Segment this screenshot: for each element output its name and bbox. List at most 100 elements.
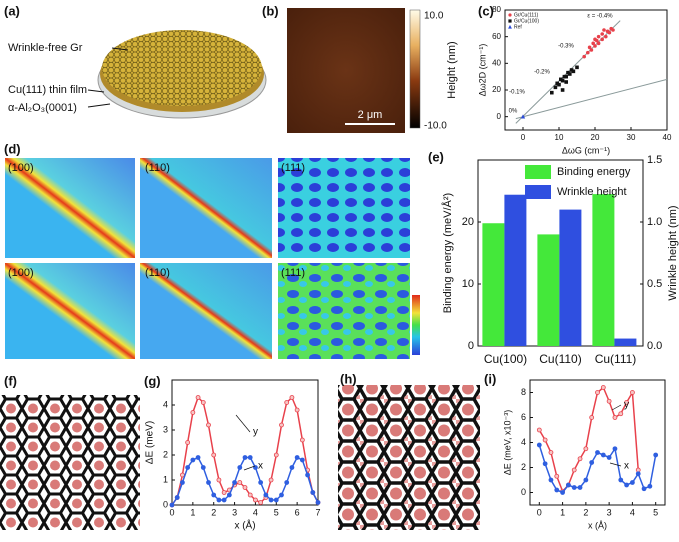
point: [190, 410, 196, 415]
colorbar-tick: -10.0: [424, 121, 447, 132]
point: [216, 477, 222, 483]
y-tick-label: 80: [492, 5, 501, 14]
point: [550, 90, 554, 95]
point: [571, 467, 577, 473]
y-tick-label: 1: [163, 474, 168, 484]
point: [600, 32, 604, 36]
x-tick-label: 40: [663, 133, 672, 142]
y2-axis-label: Wrinkle height (nm): [667, 205, 679, 300]
point: [600, 452, 606, 458]
point: [600, 385, 606, 390]
point: [237, 465, 243, 470]
panel-label: (i): [484, 371, 496, 386]
y2-tick-label: 0.5: [647, 278, 662, 290]
point: [268, 497, 274, 503]
point: [242, 485, 248, 490]
x-tick-label: 30: [627, 133, 636, 142]
y-tick-label: 4: [163, 399, 168, 409]
point: [195, 455, 201, 460]
point: [185, 465, 191, 470]
legend-swatch: [525, 185, 551, 199]
leader: [243, 465, 256, 471]
point: [315, 500, 321, 505]
panel-label: (b): [262, 3, 279, 18]
point: [583, 446, 589, 452]
x-axis-label: x (Å): [234, 519, 255, 532]
x-tick-label: Cu(110): [539, 352, 581, 366]
legend-marker: [508, 24, 512, 29]
point: [566, 482, 571, 488]
leader: [611, 404, 622, 411]
point: [589, 48, 594, 52]
panel-label: (d): [4, 141, 21, 156]
point: [268, 477, 274, 483]
point: [606, 398, 612, 404]
x-tick-label: 5: [274, 507, 279, 517]
point: [206, 480, 211, 485]
point: [221, 490, 227, 495]
point: [206, 422, 211, 428]
y-tick-label: 2: [163, 449, 168, 459]
x-tick-label: 1: [560, 507, 565, 517]
point: [582, 54, 586, 59]
x-tick-label: Cu(100): [484, 352, 527, 366]
point: [618, 411, 624, 417]
series-label: x: [624, 461, 629, 472]
bar: [537, 234, 560, 346]
point: [200, 400, 206, 405]
tile-label: (111): [281, 162, 305, 174]
x-tick-label: 0: [537, 507, 542, 517]
afm-image: [287, 8, 405, 133]
legend-label: Ref: [514, 24, 522, 30]
y-tick-label: 4: [521, 437, 526, 447]
point: [612, 415, 618, 420]
point: [571, 69, 576, 74]
annotation: Wrinkle-free Gr: [8, 42, 83, 54]
point: [593, 44, 597, 48]
y-tick-label: 0: [497, 112, 502, 121]
annotation: -0.1%: [509, 90, 525, 96]
legend-marker: [508, 13, 512, 17]
point: [284, 480, 290, 485]
point: [630, 390, 635, 395]
point: [595, 390, 600, 395]
series-label: y: [624, 400, 629, 411]
point: [180, 480, 185, 485]
point: [571, 485, 577, 490]
point: [647, 483, 653, 489]
y2-tick-label: 1.0: [647, 216, 662, 228]
bar: [504, 194, 527, 346]
point: [289, 465, 295, 470]
bar: [482, 223, 505, 346]
point: [190, 457, 196, 463]
colorbar-tick: 10.0: [424, 11, 444, 22]
map-tile: [278, 158, 410, 258]
lattice-image: [338, 385, 480, 530]
point: [630, 480, 635, 485]
point: [548, 450, 554, 455]
point: [587, 45, 592, 50]
point: [305, 472, 310, 478]
point: [604, 34, 608, 39]
map-tile: [140, 158, 272, 258]
point: [310, 490, 316, 495]
x-axis-label: x (Å): [588, 520, 607, 530]
point: [247, 455, 253, 460]
point: [174, 495, 180, 500]
point: [289, 395, 295, 400]
x-tick-label: 2: [211, 507, 216, 517]
legend-label: Gr/Cu(111): [514, 12, 539, 18]
x-tick-label: 10: [555, 133, 564, 142]
point: [564, 80, 568, 84]
point: [624, 482, 629, 488]
point: [216, 497, 222, 503]
x-tick-label: 6: [295, 507, 300, 517]
point: [560, 88, 565, 92]
annotation: -0.3%: [558, 44, 574, 50]
colorbar-title: Height (nm): [446, 41, 458, 98]
y-tick-label: 0: [163, 499, 168, 509]
point: [553, 85, 558, 90]
x-tick-label: 0: [521, 133, 526, 142]
